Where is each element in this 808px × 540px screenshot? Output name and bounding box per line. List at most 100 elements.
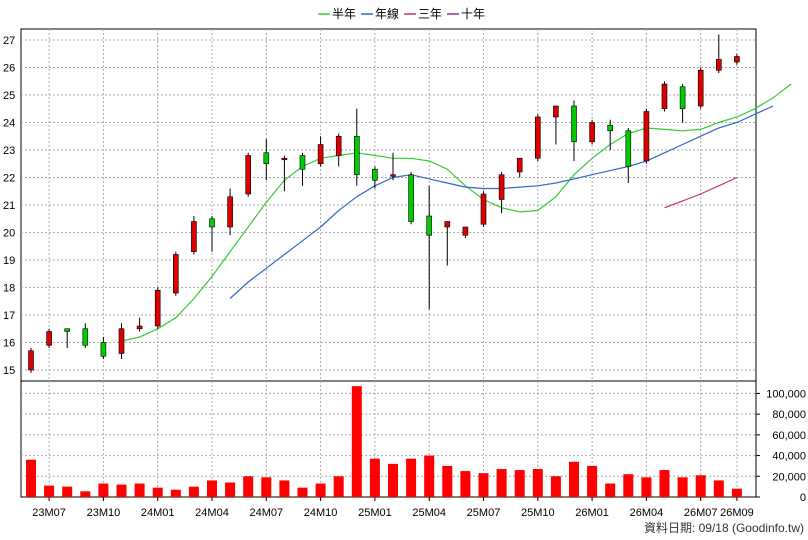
price-tick-label: 20	[3, 228, 15, 240]
candle-body	[589, 122, 595, 143]
x-tick-label: 26M01	[575, 507, 609, 519]
candlesticks	[28, 34, 740, 373]
volume-bar	[695, 475, 706, 497]
candle-body	[679, 86, 686, 110]
volume-bar	[406, 458, 417, 497]
x-tick-label: 24M10	[304, 507, 338, 519]
candle-body	[173, 254, 179, 294]
candle-body	[28, 350, 34, 371]
volume-bar	[713, 480, 724, 497]
candle-body	[46, 331, 52, 346]
volume-bar	[460, 471, 471, 497]
candle-body	[498, 174, 505, 200]
candle-body	[516, 157, 523, 173]
candle-body	[245, 155, 251, 195]
volume-bar	[243, 476, 254, 497]
candle-body	[154, 289, 161, 327]
candle-body	[191, 221, 197, 253]
x-tick-label: 26M09	[720, 507, 754, 519]
legend-label-3: 十年	[461, 7, 485, 21]
price-tick-label: 17	[3, 310, 15, 322]
volume-bar	[496, 469, 507, 497]
legend-label-0: 半年	[332, 7, 356, 21]
candle-body	[462, 226, 469, 236]
price-tick-label: 21	[3, 200, 15, 212]
candle-body	[118, 328, 125, 354]
candle-body	[390, 174, 396, 177]
volume-tick-label: 80,000	[772, 409, 806, 421]
x-tick-label: 26M04	[630, 507, 664, 519]
candle-body	[64, 328, 70, 332]
price-tick-label: 23	[3, 145, 15, 157]
x-tick-label: 23M07	[32, 507, 66, 519]
ma-line-2	[664, 176, 738, 209]
candle-body	[661, 83, 668, 110]
volume-bar	[170, 489, 181, 497]
volume-bar	[80, 491, 91, 497]
price-tick-label: 27	[3, 35, 15, 47]
volume-bar	[550, 476, 561, 497]
legend: 半年 年線 三年 十年	[318, 6, 485, 21]
footer-date-source: 資料日期: 09/18 (Goodinfo.tw)	[644, 521, 804, 535]
candle-body	[227, 196, 233, 228]
volume-bar	[731, 488, 742, 497]
candle-body	[480, 193, 487, 225]
candle-body	[100, 342, 107, 357]
candle-body	[317, 144, 324, 165]
volume-panel: 0 20,000 40,000 60,000 80,000 100,000	[20, 380, 806, 504]
volume-bar	[351, 386, 362, 497]
volume-bar	[62, 486, 73, 497]
candle-body	[372, 168, 378, 181]
volume-tick-label: 100,000	[766, 388, 806, 400]
candle-body	[625, 130, 632, 167]
candle-body	[734, 56, 740, 63]
legend-label-2: 三年	[418, 7, 442, 21]
x-tick-label: 25M10	[521, 507, 555, 519]
candle-body	[444, 221, 451, 228]
volume-bar	[369, 458, 380, 497]
price-tick-label: 16	[3, 338, 15, 350]
ma-line-0	[121, 83, 792, 342]
candle-body	[209, 218, 215, 228]
candle-body	[335, 135, 342, 156]
x-tick-label: 24M04	[195, 507, 229, 519]
volume-bar	[605, 483, 616, 497]
candle-body	[136, 325, 143, 330]
candle-body	[571, 105, 577, 143]
candle-body	[281, 157, 288, 161]
price-tick-label: 24	[3, 118, 15, 130]
candle-body	[643, 111, 650, 162]
volume-bar	[532, 469, 543, 497]
legend-label-1: 年線	[375, 6, 399, 21]
volume-bars	[26, 386, 742, 497]
price-tick-label: 26	[3, 63, 15, 75]
volume-bar	[677, 477, 688, 497]
candle-body	[607, 124, 614, 132]
candle-body	[263, 152, 270, 165]
volume-bar	[424, 455, 435, 497]
volume-bar	[315, 483, 326, 497]
candle-body	[715, 58, 722, 71]
volume-bar	[297, 487, 308, 497]
volume-bar	[98, 483, 109, 497]
candle-body	[353, 135, 360, 176]
volume-axis: 0 20,000 40,000 60,000 80,000 100,000	[756, 388, 806, 504]
volume-bar	[152, 487, 163, 497]
volume-bar	[26, 459, 36, 497]
x-tick-label: 25M04	[412, 507, 446, 519]
volume-bar	[623, 474, 634, 497]
x-tick-label: 25M07	[467, 507, 501, 519]
price-panel: 15 16 17 18 19 20 21 22 23 24 25 26 27	[3, 28, 792, 382]
price-tick-label: 15	[3, 365, 15, 377]
candle-body	[426, 215, 433, 236]
price-axis: 15 16 17 18 19 20 21 22 23 24 25 26 27	[3, 35, 15, 377]
x-tick-label: 25M01	[358, 507, 392, 519]
x-tick-label: 24M01	[141, 507, 175, 519]
volume-bar	[261, 477, 272, 497]
volume-bar	[442, 465, 453, 497]
x-tick-label: 23M10	[87, 507, 121, 519]
volume-bar	[207, 480, 217, 497]
candle-body	[534, 116, 541, 159]
volume-bar	[388, 463, 398, 497]
